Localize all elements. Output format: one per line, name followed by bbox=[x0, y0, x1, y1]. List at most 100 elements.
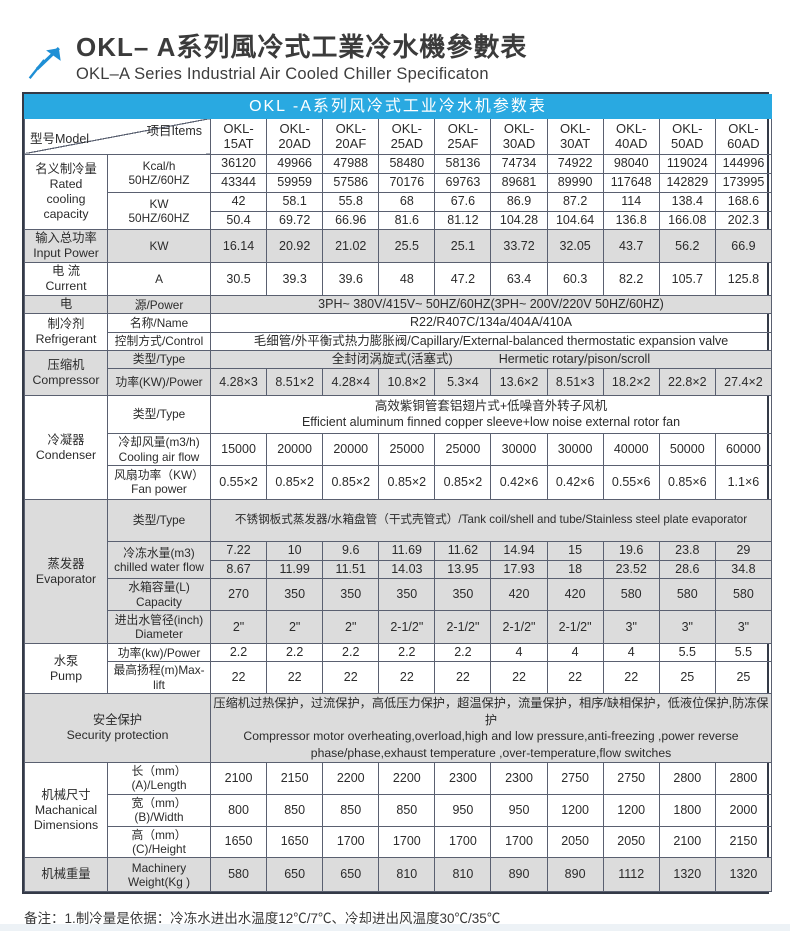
row-evaporator-capacity: 水箱容量(L) Capacity 270 350 350 350 350 420 420 58… bbox=[25, 578, 773, 612]
value-cell: 22 bbox=[602, 661, 660, 695]
value-cell: 4 bbox=[490, 643, 548, 663]
value-cell: 950 bbox=[434, 793, 492, 827]
value-cell: 0.55×6 bbox=[602, 464, 660, 500]
value-cell: 47.2 bbox=[434, 262, 492, 297]
value-cell: 0.85×2 bbox=[378, 464, 436, 500]
value-cell: 63.4 bbox=[490, 262, 548, 297]
value-cell: 18 bbox=[546, 559, 604, 580]
value-cell: 28.6 bbox=[658, 559, 716, 580]
compressor-type-cn: 全封闭涡旋式(活塞式) bbox=[331, 351, 453, 366]
value-cell: 270 bbox=[209, 578, 268, 612]
value-cell: 30.5 bbox=[209, 262, 268, 297]
value-cell: 50.4 bbox=[209, 210, 268, 231]
value-cell: 0.55×2 bbox=[209, 464, 268, 500]
group-label-condenser: 冷凝器 Condenser bbox=[24, 395, 108, 500]
value-cell: 166.08 bbox=[658, 210, 716, 231]
value-cell: 0.85×2 bbox=[266, 464, 324, 500]
value-cell: 17.93 bbox=[490, 559, 548, 580]
value-cell: 60000 bbox=[714, 433, 773, 466]
value-cell: 89990 bbox=[546, 172, 604, 193]
value-cell: 350 bbox=[378, 578, 436, 612]
value-cell: 81.6 bbox=[378, 210, 436, 231]
value-cell: 11.62 bbox=[434, 540, 492, 561]
group-label-dimensions: 机械尺寸 Machanical Dimensions bbox=[24, 762, 108, 859]
value-cell: 22 bbox=[490, 661, 548, 695]
row-condenser-type: 冷凝器 Condenser 类型/Type 高效紫铜管套铝翅片式+低噪音外转子风… bbox=[24, 395, 772, 500]
value-cell: 810 bbox=[434, 857, 492, 893]
value-cell: 144996 bbox=[714, 153, 773, 174]
value-cell: 850 bbox=[378, 793, 436, 827]
value-cell: 15000 bbox=[209, 433, 268, 466]
row-evaporator-type: 蒸发器 Evaporator 类型/Type 不锈钢板式蒸发器/水箱盘管（干式壳… bbox=[24, 498, 772, 645]
value-cell: 9.6 bbox=[322, 540, 380, 561]
value-cell: 104.64 bbox=[546, 210, 604, 231]
value-cell: 890 bbox=[490, 857, 548, 893]
compressor-type-value: 全封闭涡旋式(活塞式) Hermetic rotary/pison/scroll bbox=[210, 349, 772, 370]
value-cell: 58136 bbox=[434, 153, 492, 174]
value-cell: 25.5 bbox=[378, 229, 436, 264]
value-cell: 29 bbox=[714, 540, 773, 561]
value-cell: 173995 bbox=[714, 172, 773, 193]
value-cell: 50000 bbox=[658, 433, 716, 466]
group-label-rated: 名义制冷量 Rated cooling capacity bbox=[24, 153, 108, 231]
value-cell: 2-1/2" bbox=[490, 610, 548, 645]
value-cell: 125.8 bbox=[714, 262, 773, 297]
value-cell: 2050 bbox=[602, 825, 660, 859]
value-cell: 420 bbox=[490, 578, 548, 612]
value-cell: 1800 bbox=[658, 793, 716, 827]
value-cell: 2200 bbox=[378, 762, 436, 795]
value-cell: 2-1/2" bbox=[434, 610, 492, 645]
title-block: OKL– A系列風冷式工業冷水機參數表 OKL–A Series Industr… bbox=[76, 32, 527, 84]
value-cell: 350 bbox=[322, 578, 380, 612]
group-label-weight: 机械重量 bbox=[24, 857, 108, 893]
item-label-kw: KW 50HZ/60HZ bbox=[107, 191, 211, 231]
value-cell: 20000 bbox=[266, 433, 324, 466]
value-cell: 25 bbox=[714, 661, 773, 695]
value-cell: 11.99 bbox=[266, 559, 324, 580]
group-label-pump: 水泵 Pump bbox=[24, 643, 108, 695]
value-cell: 850 bbox=[266, 793, 324, 827]
value-cell: 60.3 bbox=[546, 262, 604, 297]
row-security: 安全保护 Security protection 压缩机过热保护，过流保护，高低… bbox=[24, 693, 772, 764]
value-cell: 2" bbox=[209, 610, 268, 645]
value-cell: 3" bbox=[658, 610, 716, 645]
value-cell: 81.12 bbox=[434, 210, 492, 231]
row-pump-lift: 最高扬程(m)Max-lift 22 22 22 22 22 22 22 22 25 25 bbox=[25, 661, 773, 695]
value-cell: 4.28×3 bbox=[209, 368, 268, 397]
value-cell: 168.6 bbox=[714, 191, 773, 212]
row-kw-50hz: KW 50HZ/60HZ 42 58.1 55.8 68 67.6 86.9 87.2 114… bbox=[25, 191, 773, 231]
value-cell: 69.72 bbox=[266, 210, 324, 231]
item-label-weight: Machinery Weight(Kg ) bbox=[107, 857, 211, 893]
model-header-row: 型号Model 项目Items OKL- 15AT OKL- 20AD OKL- 2… bbox=[24, 117, 773, 155]
item-label-evaporator-type: 类型/Type bbox=[107, 498, 211, 542]
value-cell: 39.6 bbox=[322, 262, 380, 297]
value-cell: 49966 bbox=[266, 153, 324, 174]
value-cell: 36120 bbox=[209, 153, 268, 174]
value-cell: 2750 bbox=[602, 762, 660, 795]
value-cell: 1112 bbox=[602, 857, 660, 893]
value-cell: 98040 bbox=[602, 153, 660, 174]
value-cell: 14.03 bbox=[378, 559, 436, 580]
value-cell: 0.85×2 bbox=[322, 464, 380, 500]
value-cell: 59959 bbox=[266, 172, 324, 193]
value-cell: 2.2 bbox=[434, 643, 492, 663]
value-cell: 70176 bbox=[378, 172, 436, 193]
model-header-cell: OKL- 25AD bbox=[378, 117, 436, 155]
value-cell: 1200 bbox=[546, 793, 604, 827]
value-cell: 810 bbox=[378, 857, 436, 893]
bottom-strip bbox=[0, 924, 790, 931]
value-cell: 580 bbox=[209, 857, 268, 893]
value-cell: 22 bbox=[434, 661, 492, 695]
value-cell: 2050 bbox=[546, 825, 604, 859]
value-cell: 117648 bbox=[602, 172, 660, 193]
compressor-type-en: Hermetic rotary/pison/scroll bbox=[498, 351, 651, 366]
value-cell: 25 bbox=[658, 661, 716, 695]
value-cell: 8.67 bbox=[209, 559, 268, 580]
value-cell: 13.6×2 bbox=[490, 368, 548, 397]
row-weight: 机械重量 Machinery Weight(Kg ) 580 650 650 810 8… bbox=[24, 857, 773, 893]
value-cell: 2800 bbox=[714, 762, 773, 795]
value-cell: 1700 bbox=[378, 825, 436, 859]
value-cell: 10.8×2 bbox=[378, 368, 436, 397]
item-label-evaporator-diameter: 进出水管径(inch) Diameter bbox=[107, 610, 211, 645]
value-cell: 2" bbox=[322, 610, 380, 645]
